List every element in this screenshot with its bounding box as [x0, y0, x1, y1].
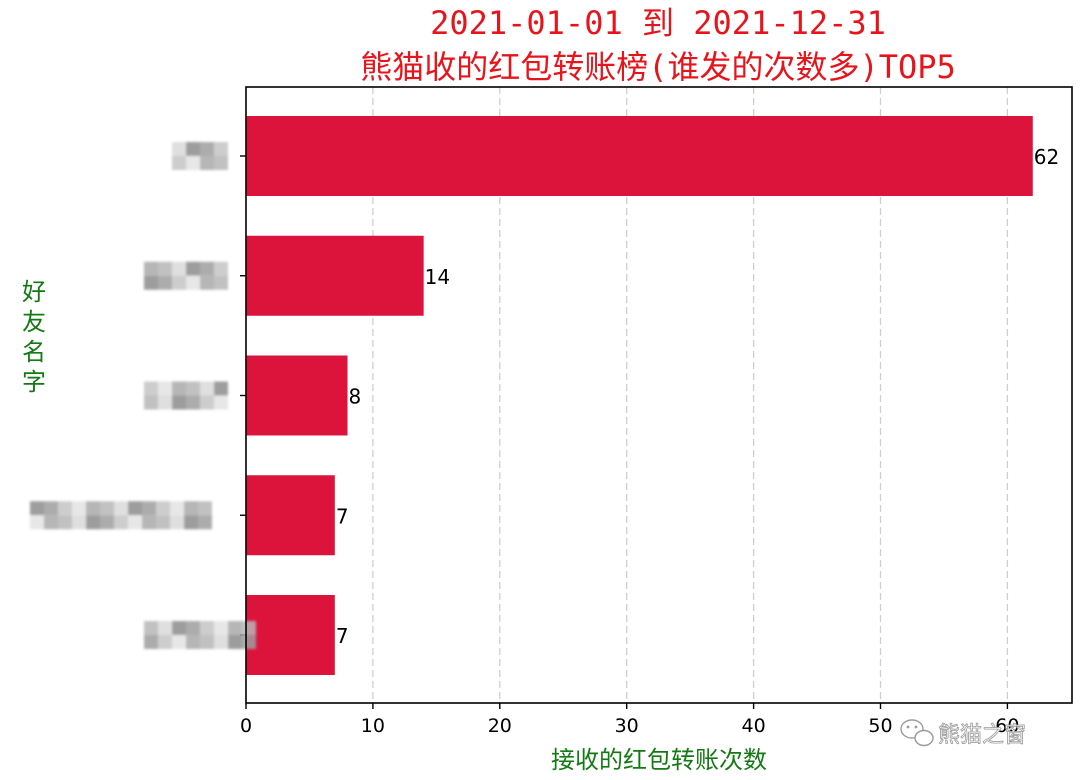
category-label-blurred	[144, 621, 256, 649]
bars: 62 14 8 7 7	[246, 116, 1059, 675]
x-axis-label: 接收的红包转账次数	[551, 746, 767, 774]
bar	[246, 355, 348, 436]
chart-title-line-1: 2021-01-01 到 2021-12-31	[430, 4, 886, 42]
bar-value-label: 7	[336, 504, 349, 528]
category-label-blurred	[172, 142, 228, 170]
x-tick-label: 20	[488, 715, 512, 737]
bar	[246, 475, 335, 556]
x-axis: 0 10 20 30 40 50 60	[240, 703, 1019, 737]
bar	[246, 116, 1033, 196]
watermark: 熊猫之窗	[900, 719, 1026, 748]
bar-value-label: 62	[1034, 145, 1059, 169]
bar-value-label: 8	[349, 385, 362, 409]
watermark-text: 熊猫之窗	[938, 723, 1026, 748]
y-axis-label: 好友名字	[22, 278, 46, 396]
x-tick-label: 0	[240, 715, 252, 737]
bar	[246, 235, 424, 316]
bar-value-label: 7	[336, 624, 349, 648]
chart-title-line-2: 熊猫收的红包转账榜(谁发的次数多)TOP5	[360, 48, 956, 86]
category-label-blurred	[144, 261, 228, 290]
x-tick-label: 10	[361, 715, 385, 737]
wechat-icon	[900, 719, 934, 747]
bar-value-label: 14	[425, 265, 450, 289]
x-tick-label: 50	[868, 715, 892, 737]
x-tick-label: 60	[995, 715, 1019, 737]
x-tick-label: 40	[742, 715, 766, 737]
plot-frame	[245, 86, 1073, 704]
bar	[246, 595, 335, 675]
category-label-blurred	[30, 501, 212, 530]
x-tick-label: 30	[615, 715, 639, 737]
category-label-blurred	[144, 381, 228, 410]
category-labels	[30, 142, 256, 649]
